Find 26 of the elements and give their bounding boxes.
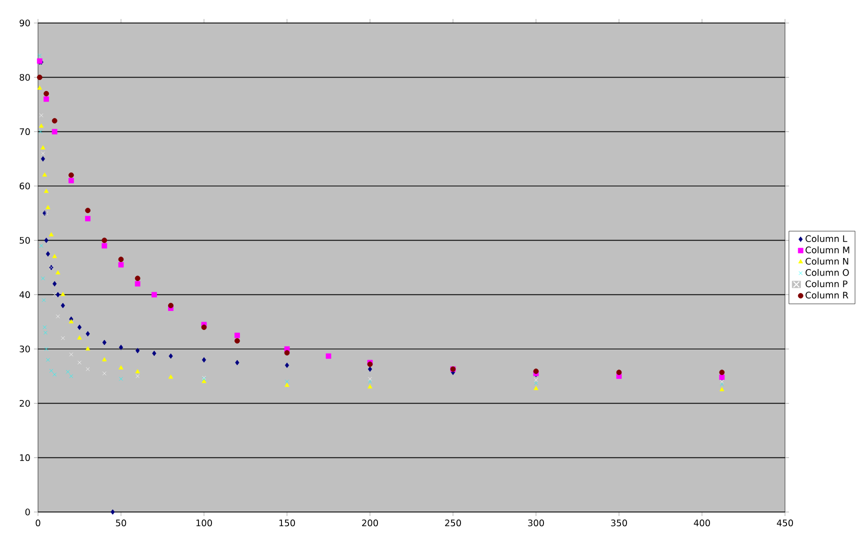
y-tick-label: 70 xyxy=(20,128,30,136)
x-tick-label: 50 xyxy=(116,520,126,526)
legend-label: Column P xyxy=(806,280,848,288)
x-tick-label: 100 xyxy=(196,520,212,526)
x-tick-label: 150 xyxy=(279,520,295,526)
y-tick-label: 80 xyxy=(20,74,30,81)
x-tick-label: 250 xyxy=(445,520,461,526)
legend-label: Column M xyxy=(806,246,850,254)
y-tick-label: 40 xyxy=(20,291,30,298)
y-tick-label: 10 xyxy=(20,454,30,462)
x-tick-label: 400 xyxy=(694,520,710,526)
legend-label: Column R xyxy=(806,292,848,299)
legend-label: Column O xyxy=(806,268,849,276)
legend-label: Column L xyxy=(806,235,848,242)
x-tick-label: 0 xyxy=(36,520,40,526)
y-tick-label: 20 xyxy=(20,400,30,407)
y-tick-label: 50 xyxy=(20,236,30,244)
y-tick-label: 0 xyxy=(25,508,30,516)
x-tick-label: 300 xyxy=(528,520,544,526)
x-tick-label: 450 xyxy=(776,520,793,526)
x-tick-label: 350 xyxy=(611,520,627,526)
y-tick-label: 30 xyxy=(20,346,30,352)
legend-label: Column N xyxy=(806,258,848,265)
y-tick-label: 60 xyxy=(20,182,30,190)
x-tick-label: 200 xyxy=(362,520,378,526)
y-tick-label: 90 xyxy=(20,20,30,26)
